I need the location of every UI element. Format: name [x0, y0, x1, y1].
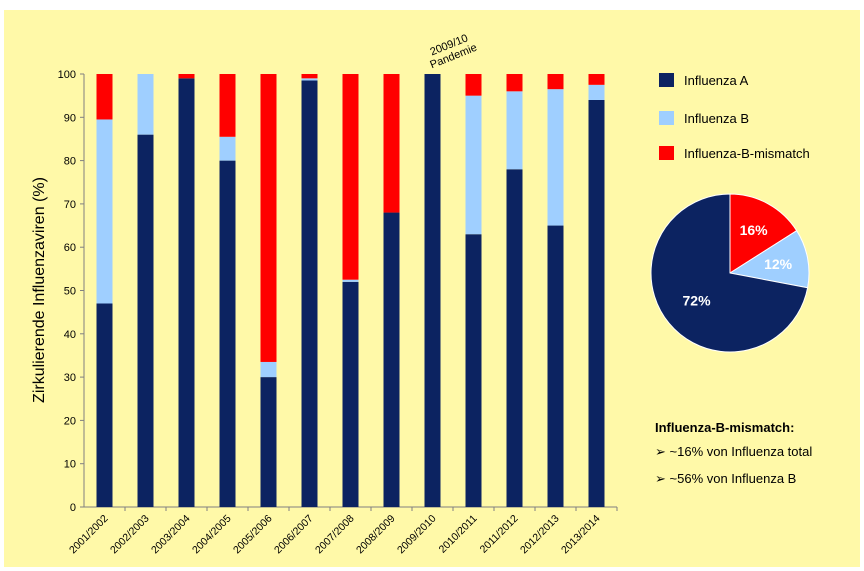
bar-segment	[588, 84, 605, 100]
bar-segment	[178, 78, 195, 507]
bar-segment	[506, 74, 523, 92]
pie-slice	[728, 229, 810, 289]
note-item: ➢ ~16% von Influenza total	[655, 444, 812, 460]
y-tick-label: 0	[70, 502, 76, 514]
bar-segment	[383, 212, 400, 507]
legend: Influenza A Influenza B Influenza-B-mismat…	[659, 73, 810, 161]
bar-segment	[260, 74, 277, 362]
y-tick-label: 50	[64, 286, 76, 298]
y-tick-label: 80	[64, 156, 76, 168]
bar-segment	[547, 225, 564, 508]
arrow-bullet-icon: ➢	[655, 444, 670, 459]
pandemic-annotation: 2009/10 Pandemie	[428, 32, 478, 71]
bar-segment	[137, 74, 154, 135]
y-tick-label: 90	[64, 112, 76, 124]
note-title: Influenza-B-mismatch:	[655, 420, 795, 435]
x-tick-label: 2005/2006	[231, 513, 275, 557]
x-tick-label: 2001/2002	[67, 513, 111, 557]
x-tick-label: 2013/2014	[559, 513, 603, 557]
y-tick-label: 60	[64, 242, 76, 254]
bar-segment	[342, 281, 359, 507]
x-tick-label: 2011/2012	[478, 513, 521, 556]
bar-segment	[547, 74, 564, 90]
x-tick-label: 2007/2008	[313, 513, 357, 557]
bar-segment	[465, 234, 482, 507]
legend-label: Influenza A	[684, 73, 749, 88]
bar-segment	[424, 74, 441, 507]
bar-segment	[178, 74, 195, 79]
bar-segment	[506, 91, 523, 170]
y-tick-label: 100	[58, 69, 76, 81]
y-tick-label: 10	[64, 459, 76, 471]
bar-segment	[588, 74, 605, 85]
bar-segment	[96, 74, 113, 120]
x-tick-label: 2006/2007	[272, 513, 316, 557]
pie-label: 16%	[740, 222, 769, 238]
pie-slice	[729, 193, 798, 274]
bar-segment	[547, 89, 564, 226]
bar-series	[96, 74, 605, 508]
x-tick-label: 2012/2013	[518, 513, 562, 557]
legend-label: Influenza-B-mismatch	[684, 146, 810, 161]
y-axis-label: Zirkulierende Influenzaviren (%)	[31, 177, 48, 403]
bar-segment	[96, 119, 113, 304]
x-tick-label: 2002/2003	[108, 513, 152, 557]
legend-swatch	[659, 73, 674, 87]
bar-segment	[301, 74, 318, 79]
legend-swatch	[659, 111, 674, 125]
x-tick-label: 2008/2009	[354, 513, 398, 557]
note-item-text: ~56% von Influenza B	[669, 471, 797, 486]
pie-label: 12%	[764, 256, 793, 272]
x-tick-label: 2003/2004	[149, 513, 193, 557]
pie-label: 72%	[683, 293, 712, 309]
x-tick-labels: 2001/20022002/20032003/20042004/20052005…	[67, 507, 618, 557]
bar-segment	[465, 95, 482, 235]
bar-segment	[465, 74, 482, 96]
bar-segment	[588, 99, 605, 507]
bar-segment	[219, 74, 236, 137]
x-tick-label: 2010/2011	[437, 513, 480, 556]
x-tick-label: 2009/2010	[395, 513, 439, 557]
bar-segment	[342, 279, 359, 282]
note-item-text: ~16% von Influenza total	[669, 444, 813, 459]
arrow-bullet-icon: ➢	[655, 471, 670, 486]
y-tick-label: 20	[64, 415, 76, 427]
y-tick-label: 70	[64, 199, 76, 211]
bar-segment	[137, 134, 154, 507]
bar-segment	[260, 377, 277, 507]
y-tick-label: 40	[64, 329, 76, 341]
pie-chart: 16% 12% 72%	[650, 193, 810, 353]
y-tick-label: 30	[64, 372, 76, 384]
bar-segment	[301, 80, 318, 508]
bar-segment	[219, 160, 236, 507]
note-item: ➢ ~56% von Influenza B	[655, 471, 796, 487]
legend-label: Influenza B	[684, 111, 749, 126]
bar-segment	[342, 74, 359, 280]
pie-slice	[650, 193, 809, 353]
bar-segment	[219, 136, 236, 161]
bar-segment	[383, 74, 400, 213]
bar-segment	[506, 169, 523, 507]
bar-segment	[96, 303, 113, 507]
x-tick-label: 2004/2005	[190, 513, 234, 557]
bar-segment	[301, 78, 318, 81]
bar-segment	[260, 361, 277, 378]
legend-swatch	[659, 146, 674, 160]
